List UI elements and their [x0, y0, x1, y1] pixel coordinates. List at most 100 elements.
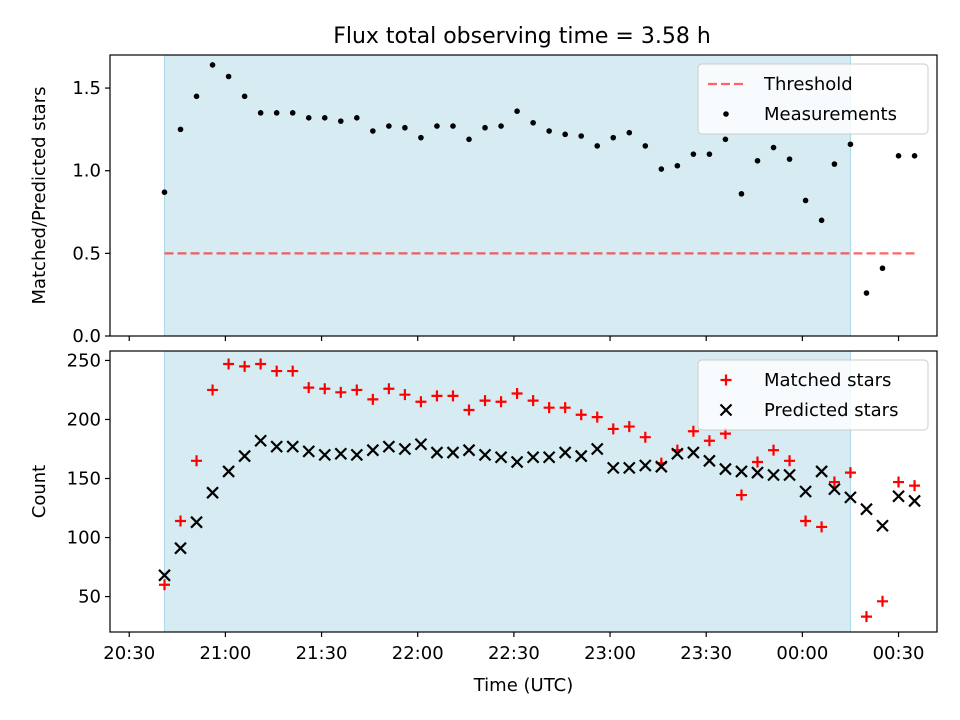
measurement-point: [658, 166, 665, 172]
matched-star-point: [239, 360, 251, 372]
measurement-point: [466, 136, 472, 143]
predicted-star-point: [892, 489, 905, 503]
matched-star-point: [703, 435, 715, 447]
predicted-star-point: [158, 569, 171, 582]
figure-title: Flux total observing time = 3.58 h: [333, 24, 711, 49]
x-tick-label: 21:00: [199, 643, 251, 664]
predicted-star-point: [815, 465, 828, 478]
predicted-star-point: [270, 440, 283, 453]
matched-star-point: [223, 358, 235, 370]
legend: Matched stars Predicted stars: [697, 359, 929, 431]
predicted-star-point: [574, 449, 588, 463]
x-tick-label: 23:00: [584, 643, 636, 664]
matched-star-point: [527, 395, 539, 407]
bottom-axes-counts: 50 100 150 200 250 20:30 21:00 21:30 22:00 22:30 2…: [29, 350, 938, 696]
matched-star-point: [828, 476, 840, 488]
measurement-point: [257, 110, 264, 116]
matched-star-point: [860, 611, 872, 623]
matched-star-point: [511, 388, 523, 400]
predicted-star-point: [430, 446, 444, 459]
legend-matched-swatch: [720, 374, 732, 386]
measurement-point: [578, 133, 584, 139]
x-tick-label: 22:00: [392, 643, 444, 664]
measurement-point: [674, 162, 681, 169]
predicted-star-point: [318, 448, 332, 462]
matched-star-point: [271, 365, 283, 377]
predicted-star-point: [174, 541, 187, 555]
matched-star-point: [158, 579, 170, 591]
measurement-point: [418, 134, 424, 141]
predicted-star-point: [799, 485, 812, 498]
measurement-point: [895, 153, 902, 159]
legend-label: Measurements: [764, 104, 897, 125]
legend-label: Threshold: [763, 74, 853, 95]
predicted-star-point: [462, 443, 476, 457]
matched-star-point: [335, 386, 347, 398]
predicted-star-point: [494, 450, 508, 464]
legend: Threshold Measurements: [697, 63, 929, 135]
y-axis-label: Count: [29, 465, 50, 518]
predicted-star-point: [751, 466, 764, 479]
measurement-point: [498, 123, 504, 129]
predicted-star-point: [366, 443, 380, 457]
x-tick-label: 21:30: [296, 643, 348, 664]
predicted-star-point: [844, 491, 857, 504]
predicted-star-point: [526, 450, 540, 464]
measurement-point: [690, 151, 697, 157]
matched-star-point: [399, 389, 411, 401]
measurement-point: [594, 143, 601, 149]
measurement-point: [738, 191, 745, 197]
predicted-star-point: [767, 468, 780, 482]
predicted-star-point: [398, 442, 412, 456]
legend-label: Predicted stars: [764, 400, 898, 421]
matched-star-point: [415, 396, 427, 408]
predicted-star-point: [735, 465, 748, 478]
measurement-point: [879, 265, 886, 272]
measurement-point: [386, 123, 392, 129]
matched-star-point: [735, 489, 747, 501]
matched-star-point: [687, 425, 699, 437]
predicted-star-point: [639, 459, 652, 472]
measurement-point: [863, 290, 870, 296]
top-axes-matched-ratio: 0.0 0.5 1.0 1.5 Matched/Predicted stars Thres…: [29, 54, 938, 347]
matched-star-point: [816, 521, 828, 533]
y-tick-label: 0.5: [72, 243, 101, 264]
x-tick-label: 23:30: [680, 643, 732, 664]
axes-frame: [109, 54, 938, 337]
measurement-point: [177, 126, 184, 133]
matched-star-point: [909, 480, 921, 492]
predicted-star-point: [719, 462, 732, 476]
matched-star-point: [447, 390, 459, 402]
predicted-star-point: [414, 437, 428, 451]
predicted-star-point: [350, 448, 364, 462]
matched-star-point: [784, 455, 796, 467]
predicted-star-point: [876, 519, 889, 533]
y-tick-label: 150: [67, 469, 101, 490]
measurement-point: [450, 123, 456, 129]
predicted-star-point: [542, 450, 556, 464]
predicted-star-point: [254, 434, 267, 448]
measurement-point: [626, 129, 633, 136]
measurement-point: [273, 110, 280, 116]
predicted-star-point: [671, 447, 684, 460]
measurement-point: [289, 110, 296, 116]
measurement-point: [610, 134, 617, 141]
matched-star-point: [207, 384, 219, 396]
matched-star-point: [751, 456, 763, 468]
legend-box: [697, 63, 929, 135]
measurement-point: [786, 156, 793, 162]
predicted-star-point: [238, 449, 251, 463]
measurement-point: [370, 128, 376, 134]
measurement-point: [770, 144, 777, 151]
x-tick-label: 00:30: [873, 643, 925, 664]
measurement-point: [831, 161, 838, 167]
measurement-point: [642, 143, 649, 149]
matched-star-point: [800, 515, 812, 527]
predicted-star-point: [478, 448, 492, 462]
predicted-star-point: [334, 447, 348, 460]
measurement-point: [321, 115, 328, 121]
measurement-point: [722, 136, 729, 143]
predicted-star-point: [860, 502, 873, 516]
matched-star-point: [191, 455, 203, 467]
